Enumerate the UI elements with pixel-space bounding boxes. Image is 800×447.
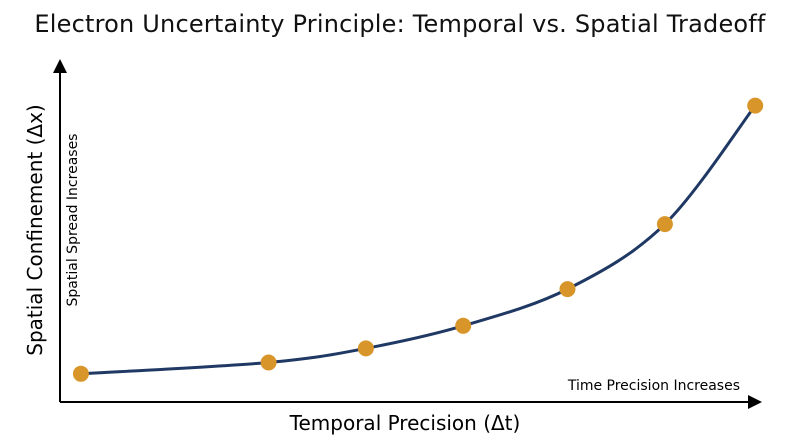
axes [53, 59, 762, 409]
data-point-4 [455, 317, 472, 334]
data-point-1 [72, 365, 89, 382]
x-axis-arrowhead [748, 395, 762, 409]
y-axis-arrowhead [53, 59, 67, 73]
x-axis-label: Temporal Precision (Δt) [289, 411, 521, 435]
y-direction-annotation: Spatial Spread Increases [65, 134, 81, 307]
data-point-5 [559, 281, 576, 298]
data-point-6 [656, 216, 673, 233]
y-axis-label: Spatial Confinement (Δx) [23, 104, 47, 355]
data-point-3 [357, 340, 374, 357]
x-direction-annotation: Time Precision Increases [567, 378, 740, 394]
data-point-7 [747, 97, 764, 114]
chart-title: Electron Uncertainty Principle: Temporal… [34, 10, 766, 38]
data-points [72, 97, 764, 382]
series-curve [80, 104, 757, 376]
data-point-2 [260, 354, 277, 371]
